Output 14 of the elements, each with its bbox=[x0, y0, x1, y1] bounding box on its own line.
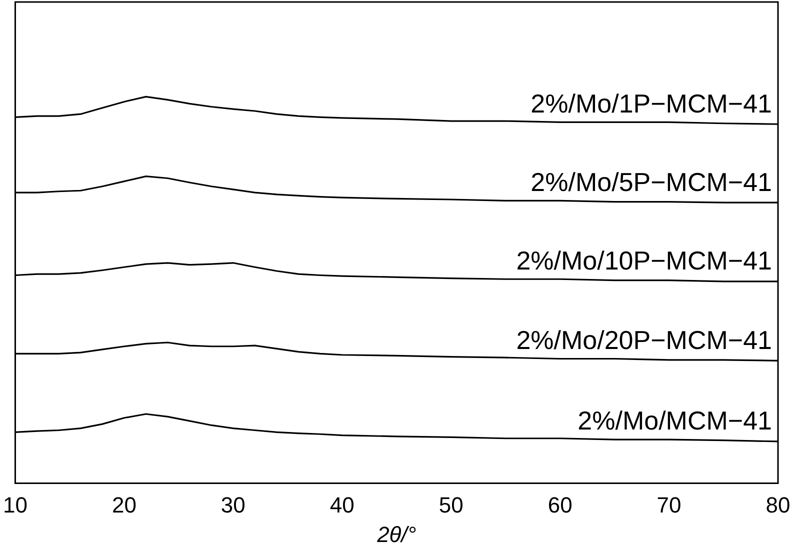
x-axis-title: 2θ/° bbox=[376, 522, 416, 547]
series-label: 2%/Mo/5P−MCM−41 bbox=[530, 166, 772, 197]
x-tick-label: 30 bbox=[220, 492, 246, 518]
series-label: 2%/Mo/MCM−41 bbox=[578, 406, 772, 436]
x-tick-label: 50 bbox=[438, 492, 464, 518]
x-tick-label: 40 bbox=[330, 492, 354, 518]
series-label: 2%/Mo/20P−MCM−41 bbox=[516, 324, 772, 355]
series-label: 2%/Mo/1P−MCM−41 bbox=[530, 88, 772, 118]
x-tick-label: 60 bbox=[548, 492, 572, 518]
x-tick-label: 10 bbox=[2, 492, 28, 518]
x-tick-label: 20 bbox=[112, 492, 136, 518]
x-tick-label: 80 bbox=[766, 492, 790, 518]
series-label: 2%/Mo/10P−MCM−41 bbox=[516, 246, 772, 276]
x-tick-label: 70 bbox=[656, 492, 682, 518]
